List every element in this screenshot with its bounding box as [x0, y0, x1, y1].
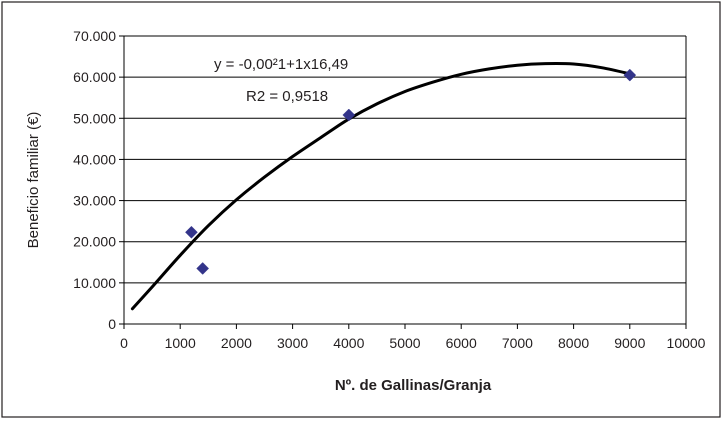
y-tick-label: 30.000	[73, 193, 116, 209]
y-tick-label: 50.000	[73, 110, 116, 126]
trendline-curve	[130, 61, 632, 311]
x-tick-label: 2000	[221, 335, 252, 351]
y-tick-label: 20.000	[73, 234, 116, 250]
data-point	[623, 68, 637, 82]
y-tick-label: 10.000	[73, 275, 116, 291]
y-axis-title: Beneficio familiar (€)	[25, 112, 42, 249]
x-tick-label: 3000	[277, 335, 308, 351]
x-tick-label: 8000	[558, 335, 589, 351]
x-tick-label: 9000	[614, 335, 645, 351]
y-tick-label: 60.000	[73, 69, 116, 85]
x-tick-label: 1000	[165, 335, 196, 351]
r2-annotation: R2 = 0,9518	[246, 88, 328, 105]
x-axis-title: Nº. de Gallinas/Granja	[335, 377, 492, 394]
y-tick-label: 70.000	[73, 28, 116, 44]
y-tick-label: 0	[108, 316, 116, 332]
x-tick-label: 10000	[667, 335, 706, 351]
equation-annotation: y = -0,00²1+1x16,49	[214, 56, 348, 73]
x-tick-label: 6000	[446, 335, 477, 351]
x-tick-label: 0	[120, 335, 128, 351]
x-tick-label: 4000	[333, 335, 364, 351]
x-tick-label: 7000	[502, 335, 533, 351]
data-point	[185, 225, 198, 239]
y-tick-label: 40.000	[73, 151, 116, 167]
plot-area: 0 10.000 20.000 30.000 40.000 50.000 60.000 70.…	[73, 28, 706, 351]
data-point	[196, 262, 210, 275]
x-tick-label: 5000	[389, 335, 420, 351]
data-point	[342, 108, 356, 122]
